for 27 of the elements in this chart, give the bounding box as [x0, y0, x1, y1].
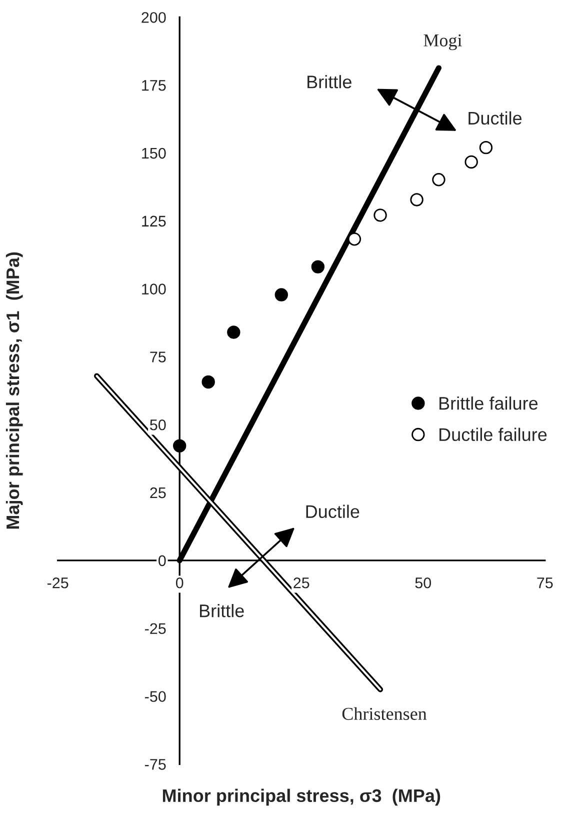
legend-label: Ductile failure	[440, 428, 547, 442]
y-tick-label: 75	[150, 352, 166, 362]
y-tick-label: 150	[142, 148, 166, 159]
y-tick-label: 125	[142, 216, 166, 227]
series-label: Mogi	[424, 34, 462, 50]
x-tick-label: 50	[415, 577, 432, 588]
x-tick-label: 25	[294, 577, 310, 588]
legend-label: Brittle failure	[440, 396, 538, 410]
annotation: Ductile	[306, 504, 360, 518]
y-tick-label: 0	[158, 555, 166, 566]
y-tick-label: 100	[142, 284, 166, 294]
x-tick-label: -25	[47, 577, 68, 588]
x-tick-label: 0	[176, 577, 184, 588]
y-tick-label: -75	[145, 759, 166, 770]
y-tick-label: 25	[150, 487, 166, 498]
x-axis-title: Minor principal stress, σ3 (MPa)	[162, 788, 440, 806]
x-tick-label: 75	[537, 578, 553, 588]
y-tick-label: -25	[145, 623, 166, 634]
y-tick-label: -50	[145, 691, 166, 702]
series-label: Christensen	[342, 707, 427, 720]
annotation: Brittle	[308, 75, 352, 88]
y-axis-title: Major principal stress, σ1 (MPa)	[6, 252, 23, 529]
annotation: Brittle	[200, 604, 244, 618]
y-tick-label: 175	[142, 80, 166, 91]
y-tick-label: 200	[142, 12, 166, 23]
annotation: Ductile	[468, 111, 522, 125]
y-tick-label: 50	[150, 419, 166, 430]
